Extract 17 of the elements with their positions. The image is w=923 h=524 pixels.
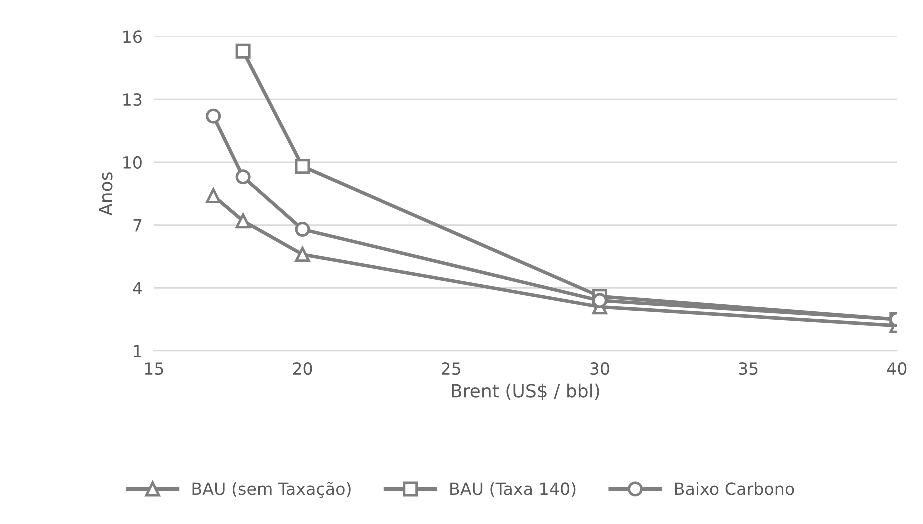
x-tick-label: 25	[442, 362, 460, 376]
y-tick-label: 10	[124, 156, 142, 170]
y-tick-label: 13	[124, 94, 142, 106]
x-axis-title: Brent (US$ / bbl)	[452, 384, 600, 400]
legend-label: BAU (Taxa 140)	[450, 482, 576, 498]
legend-label: BAU (sem Taxação)	[192, 482, 351, 498]
y-tick-label: 7	[134, 220, 142, 232]
y-axis-title: Anos	[99, 172, 113, 216]
y-tick-label: 16	[124, 30, 142, 44]
x-tick-label: 40	[887, 362, 907, 376]
y-tick-label: 1	[134, 345, 142, 358]
x-tick-label: 30	[590, 362, 610, 376]
y-tick-label: 4	[133, 282, 142, 295]
x-tick-label: 35	[739, 362, 758, 376]
legend-label: Baixo Carbono	[675, 482, 794, 496]
x-tick-label: 15	[145, 362, 164, 376]
x-tick-label: 20	[293, 362, 312, 376]
